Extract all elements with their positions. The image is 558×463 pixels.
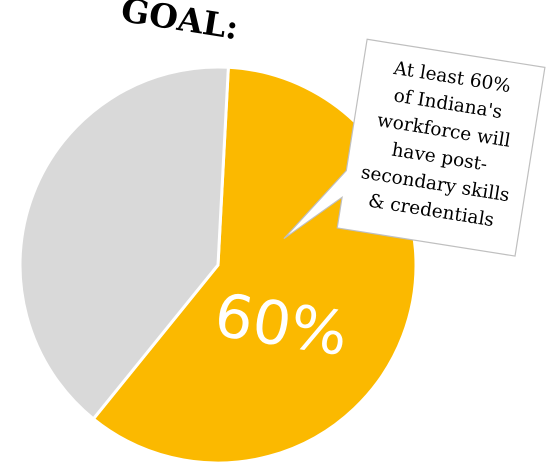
callout-box: At least 60% of Indiana's workforce will… [283, 38, 546, 257]
callout-bubble [283, 38, 546, 257]
chart-title: GOAL: [119, 0, 242, 47]
pie [18, 65, 418, 463]
pie-slice-remaining [18, 65, 230, 421]
pie-slice-goal [91, 65, 418, 463]
